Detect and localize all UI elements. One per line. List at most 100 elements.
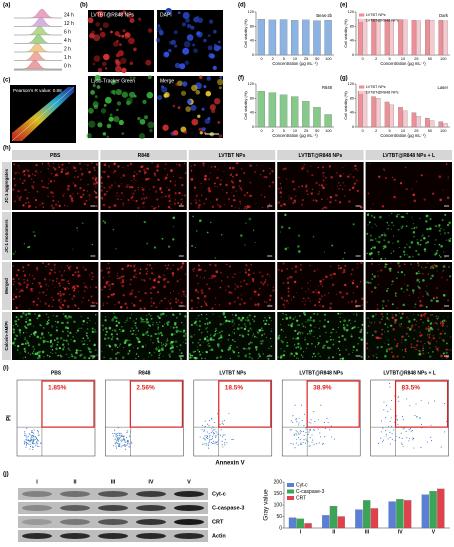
cell-signal [31,282,34,285]
cell-signal [212,275,215,278]
event-dot [430,436,432,438]
cell-signal [328,165,332,168]
cell-signal [410,326,413,329]
cell-signal [128,37,135,45]
cell-signal [345,349,347,351]
event-dot [415,403,417,405]
event-dot [24,442,26,444]
cell-signal [68,314,71,317]
y-tick-label: 40 [350,111,354,115]
lane-label: II [73,479,77,485]
cell-signal [287,290,290,293]
panel-label: (e) [340,3,347,9]
cell-signal [84,285,87,289]
cell-signal [350,333,352,335]
row-header-bg [2,162,11,210]
cell-signal [182,290,185,293]
cell-signal [164,344,167,347]
cell-signal [310,319,313,321]
cell-signal [181,183,184,187]
cell-signal [264,322,267,325]
cell-signal [47,332,50,334]
event-dot [223,442,225,444]
cell-signal [298,331,301,334]
cell-signal [81,301,83,303]
cell-signal [432,323,435,325]
cell-signal [116,192,118,194]
cell-signal [432,265,434,267]
bar [313,107,321,128]
cell-signal [239,334,241,337]
cell-signal [296,336,300,340]
cell-signal [400,323,403,325]
cell-signal [229,173,233,177]
cell-signal [100,196,104,200]
column-header-bg [277,150,364,160]
cell-signal [203,38,207,43]
event-dot [298,432,300,434]
cell-signal [397,261,400,265]
cell-signal [170,350,174,353]
cell-signal [304,303,306,306]
cell-signal [202,351,204,353]
cell-signal [95,286,97,289]
cell-signal [209,263,212,266]
cell-signal [371,314,375,318]
cell-signal [155,306,158,308]
bar [416,20,421,56]
cell-signal [404,350,407,352]
cell-signal [81,340,83,342]
cell-signal [129,283,131,286]
cell-signal [23,179,26,182]
event-dot [28,443,30,445]
cell-signal [96,354,98,356]
event-dot [208,425,210,427]
event-dot [381,441,384,443]
cell-signal [39,285,43,288]
cell-signal [402,303,405,307]
cell-signal [329,201,332,204]
cell-signal [270,337,272,340]
cell-signal [73,166,76,170]
cell-signal [93,166,96,169]
event-dot [33,432,35,434]
cell-signal [445,163,448,165]
cell-signal [285,299,289,303]
event-dot [33,443,35,445]
cell-signal [180,301,183,304]
cell-signal [201,278,203,280]
cell-signal [217,345,220,348]
cell-signal [59,293,61,295]
cell-signal [183,334,186,338]
cell-signal [236,346,238,348]
event-dot [389,420,391,422]
event-dot [208,420,210,422]
cell-signal [390,324,393,327]
event-dot [34,436,36,438]
event-dot [402,390,404,392]
cell-signal [122,174,126,177]
cell-signal [319,304,321,307]
cell-signal [367,192,370,195]
cell-signal [435,296,438,299]
cell-signal [58,347,61,350]
cell-signal [386,330,390,333]
event-dot [323,422,325,424]
cell-signal [439,255,442,259]
micrograph [277,212,364,260]
cell-signal [83,189,85,192]
cell-signal [197,283,199,285]
cell-signal [13,163,16,166]
cell-signal [131,313,133,315]
cell-signal [124,339,127,342]
cell-signal [73,287,76,290]
cell-signal [27,174,31,178]
cell-signal [280,348,282,350]
cell-signal [81,222,84,225]
event-dot [408,429,410,431]
cell-signal [269,172,271,175]
cell-signal [60,274,63,277]
cell-signal [173,30,178,35]
cell-signal [214,185,216,188]
cell-signal [266,301,268,303]
